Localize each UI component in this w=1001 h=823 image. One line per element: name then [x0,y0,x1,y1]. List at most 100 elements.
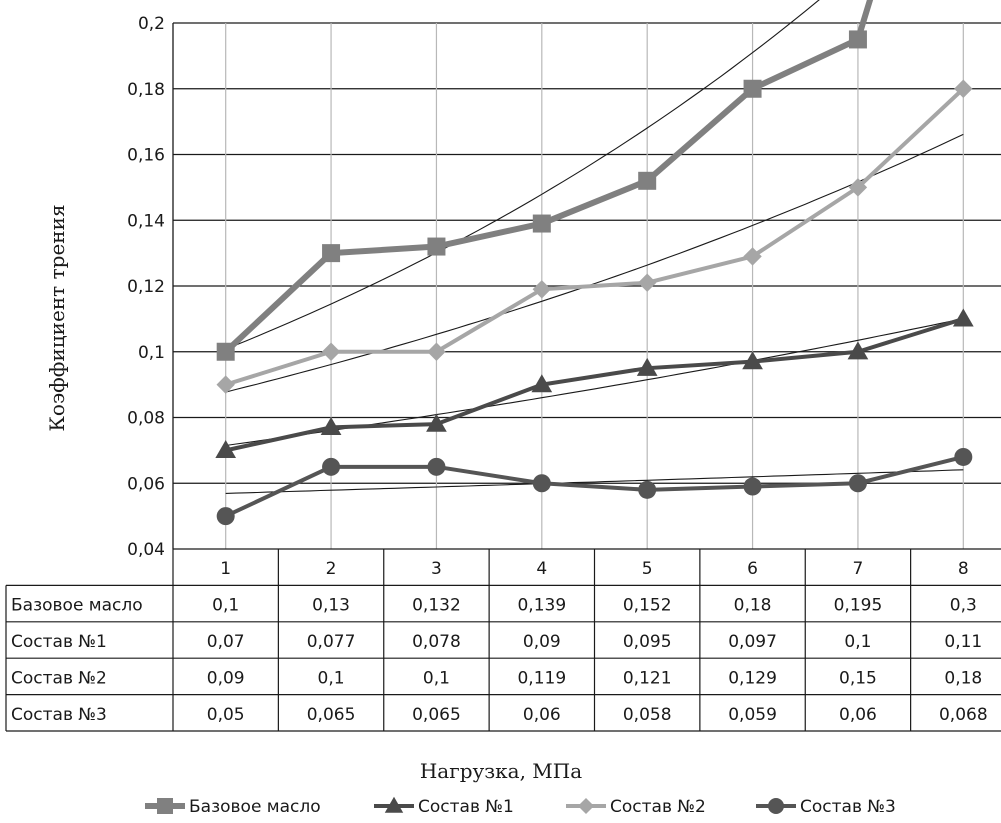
data-label: 0,06 [523,705,561,725]
triangle-marker [215,440,237,459]
legend-item-label: Состав №1 [418,797,514,817]
triangle-marker [384,796,404,813]
square-marker [532,214,551,233]
diamond-marker [743,247,762,266]
diamond-marker [637,273,657,292]
x-tick-label: 7 [853,559,864,579]
diamond-marker [577,797,595,815]
circle-marker [322,457,341,476]
data-label: 0,121 [623,668,672,688]
square-marker [427,237,446,256]
data-label: 0,065 [307,705,356,725]
square-marker [743,79,762,98]
series-line [224,455,964,518]
data-label: 0,065 [412,705,461,725]
circle-marker [954,447,973,466]
table-row-header: Состав №3 [11,705,107,725]
x-tick-label: 4 [536,559,547,579]
y-tick-label: 0,18 [127,80,165,100]
series-line [225,87,965,387]
diamond-marker [216,375,235,394]
triangle-marker [952,308,974,327]
x-tick-label: 6 [747,559,758,579]
data-label: 0,07 [207,632,245,652]
y-axis-title: Коэффициент трения [45,204,69,431]
table-row-header: Базовое масло [11,596,143,616]
circle-marker [427,457,446,476]
y-tick-label: 0,1 [138,343,165,363]
data-label: 0,3 [950,596,977,616]
data-label: 0,09 [207,668,245,688]
series-4 [216,447,973,526]
data-label: 0,1 [844,632,871,652]
diamond-marker [954,79,973,98]
square-marker [848,30,867,49]
trendline [225,133,964,393]
table-row-header: Состав №1 [11,632,107,652]
triangle-marker [636,357,658,376]
circle-marker [768,798,784,814]
data-label: 0,1 [318,668,345,688]
data-label: 0,195 [834,596,883,616]
x-tick-label: 1 [220,559,231,579]
triangle-marker [531,374,553,393]
circle-marker [638,480,657,499]
circle-marker [848,474,867,493]
circle-marker [532,474,551,493]
x-tick-label: 3 [431,559,442,579]
diamond-marker [321,342,341,361]
data-label: 0,119 [517,668,566,688]
square-marker [157,798,173,814]
legend-item-label: Состав №2 [610,797,706,817]
legend-item-label: Состав №3 [800,797,896,817]
trendline [225,469,964,494]
circle-marker [743,477,762,496]
data-label: 0,068 [939,705,988,725]
data-label: 0,1 [212,596,239,616]
x-tick-label: 5 [642,559,653,579]
square-marker [216,342,235,361]
diamond-marker [532,280,552,299]
data-label: 0,09 [523,632,561,652]
data-label: 0,06 [839,705,877,725]
triangle-marker [742,351,763,370]
x-tick-label: 8 [958,559,969,579]
diamond-marker [427,342,446,361]
series-1 [216,0,874,361]
triangle-marker [320,417,342,436]
diamond-marker [848,178,868,197]
data-label: 0,139 [517,596,566,616]
square-marker [322,244,341,263]
triangle-marker [426,413,447,432]
table-row-header: Состав №2 [11,668,107,688]
x-tick-label: 2 [326,559,337,579]
data-label: 0,11 [944,632,982,652]
y-tick-label: 0,2 [138,14,165,34]
y-tick-label: 0,08 [127,409,165,429]
data-label: 0,059 [728,705,777,725]
data-label: 0,1 [423,668,450,688]
series-3 [216,79,973,394]
y-tick-label: 0,04 [127,540,165,560]
square-marker [638,171,657,190]
trendline [225,0,820,350]
series-line [223,0,874,354]
data-label: 0,18 [734,596,772,616]
y-tick-label: 0,12 [127,277,165,297]
data-label: 0,152 [623,596,672,616]
data-label: 0,058 [623,705,672,725]
data-label: 0,095 [623,632,672,652]
data-label: 0,13 [312,596,350,616]
data-label: 0,18 [944,668,982,688]
data-label: 0,05 [207,705,245,725]
legend-item-label: Базовое масло [189,797,321,817]
data-label: 0,15 [839,668,877,688]
circle-marker [216,507,235,526]
series-2 [215,308,974,459]
data-label: 0,077 [307,632,356,652]
data-label: 0,132 [412,596,461,616]
series-line [225,316,964,453]
x-axis-title: Нагрузка, МПа [420,759,582,783]
y-tick-label: 0,14 [127,211,165,231]
